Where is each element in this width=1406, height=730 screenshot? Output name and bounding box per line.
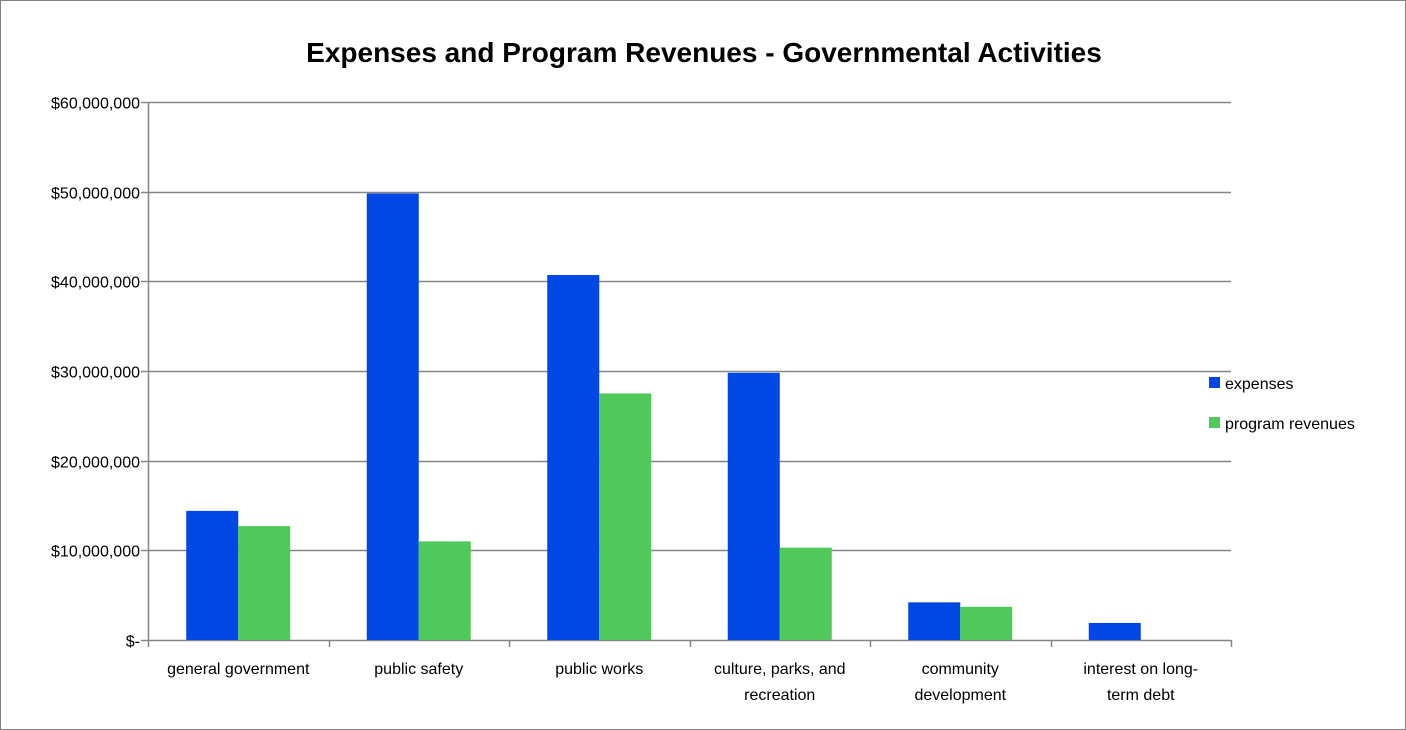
- bar-program-revenues: [599, 393, 652, 640]
- y-tick-label: $50,000,000: [51, 186, 140, 203]
- x-tick-label: public works: [555, 661, 643, 678]
- y-tick-label: $40,000,000: [51, 275, 140, 292]
- y-tick-label: $60,000,000: [51, 96, 140, 113]
- legend-swatch: [1209, 377, 1220, 388]
- y-tick-label: $20,000,000: [51, 455, 140, 472]
- bar-program-revenues: [238, 526, 291, 640]
- y-tick-label: $-: [126, 634, 140, 651]
- tick-labels: $- $10,000,000 $20,000,000 $30,000,000 $40,0…: [51, 96, 1198, 705]
- bar-program-revenues: [418, 541, 471, 640]
- x-tick-label: development: [914, 687, 1006, 704]
- legend-entry: program revenues: [1225, 416, 1355, 433]
- x-tick-label: interest on long-: [1083, 661, 1198, 678]
- x-tick-label: recreation: [744, 687, 815, 704]
- x-tick-label: culture, parks, and: [714, 661, 846, 678]
- chart-title: Expenses and Program Revenues - Governme…: [306, 37, 1102, 68]
- legend-swatch: [1209, 417, 1220, 428]
- x-tick-label: general government: [167, 661, 310, 678]
- bar-program-revenues: [779, 547, 832, 640]
- axes: [141, 101, 1233, 647]
- bar-expenses: [547, 275, 600, 640]
- legend: expenses program revenues: [1209, 376, 1355, 433]
- bar-program-revenues: [960, 606, 1013, 640]
- x-tick-label: community: [922, 661, 999, 678]
- bar-expenses: [366, 193, 419, 640]
- bars: [186, 193, 1141, 640]
- y-tick-label: $10,000,000: [51, 544, 140, 561]
- bar-expenses: [1088, 622, 1141, 640]
- bar-expenses: [908, 602, 961, 640]
- x-tick-label: public safety: [374, 661, 463, 678]
- legend-entry: expenses: [1225, 376, 1294, 393]
- x-tick-label: term debt: [1107, 687, 1175, 704]
- bar-expenses: [727, 372, 780, 640]
- y-tick-label: $30,000,000: [51, 365, 140, 382]
- gridlines: [148, 101, 1231, 552]
- bar-expenses: [186, 510, 239, 640]
